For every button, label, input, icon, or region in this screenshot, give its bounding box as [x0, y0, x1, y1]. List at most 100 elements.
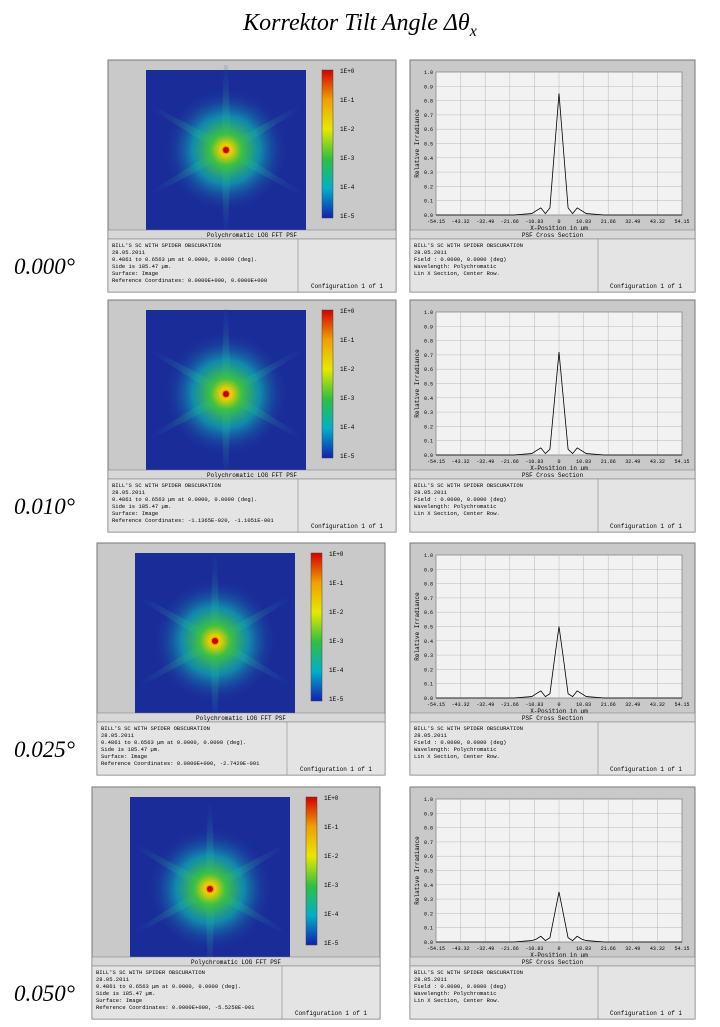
- x-tick-label: 43.32: [650, 219, 665, 225]
- x-tick-label: 10.83: [576, 946, 591, 952]
- y-tick-label: 0.8: [424, 826, 433, 832]
- colorbar-label: 1E-3: [340, 155, 355, 162]
- info-line: 28.05.2011: [414, 976, 448, 983]
- colorbar: [321, 69, 334, 219]
- psf-panel: 1E+0 1E-1 1E-2 1E-3 1E-4 1E-5 Polychromatic LO…: [107, 59, 397, 293]
- colorbar-label: 1E-2: [340, 126, 355, 133]
- x-tick-label: -43.32: [452, 702, 470, 708]
- y-tick-label: 1.0: [424, 70, 433, 76]
- info-line: Lin X Section, Center Row.: [414, 753, 500, 760]
- info-line: Field : 0.0000, 0.0000 (deg): [414, 256, 506, 263]
- y-tick-label: 0.9: [424, 324, 433, 330]
- x-tick-label: 43.32: [650, 946, 665, 952]
- colorbar-label: 1E-2: [329, 609, 344, 616]
- info-line: Side is 185.47 µm.: [112, 263, 171, 270]
- colorbar-label: 1E-1: [329, 580, 344, 587]
- x-tick-label: -54.15: [427, 702, 445, 708]
- colorbar-label: 1E-4: [340, 184, 355, 191]
- title-text: Korrektor Tilt Angle Δθ: [242, 10, 470, 36]
- x-tick-label: 0: [557, 702, 560, 708]
- info-line: BILL'S SC WITH SPIDER OBSCURATION: [112, 482, 221, 489]
- info-line: Side is 185.47 µm.: [96, 990, 155, 997]
- x-tick-label: 54.15: [674, 702, 689, 708]
- y-tick-label: 0.1: [424, 199, 433, 205]
- configuration: Configuration 1 of 1: [295, 1010, 367, 1017]
- x-tick-label: 21.66: [601, 946, 616, 952]
- info-line: BILL'S SC WITH SPIDER OBSCURATION: [414, 969, 523, 976]
- info-line: BILL'S SC WITH SPIDER OBSCURATION: [414, 242, 523, 249]
- y-tick-label: 0.6: [424, 367, 433, 373]
- y-tick-label: 0.3: [424, 410, 433, 416]
- y-tick-label: 0.7: [424, 113, 433, 119]
- info-line: Field : 0.0000, 0.0000 (deg): [414, 739, 506, 746]
- info-line: 28.05.2011: [414, 732, 448, 739]
- cross-section-panel: 0.0 0.1 0.2 0.3 0.4 0.5 0.6 0.7 0.8 0.9 1.0 -54.15 -…: [409, 299, 696, 533]
- psf-panel: 1E+0 1E-1 1E-2 1E-3 1E-4 1E-5 Polychromatic LO…: [107, 299, 397, 533]
- info-line: Reference Coordinates: 0.0000E+000, -5.5…: [96, 1004, 255, 1011]
- x-tick-label: 10.83: [576, 702, 591, 708]
- configuration: Configuration 1 of 1: [311, 523, 383, 530]
- info-line: 28.05.2011: [112, 249, 146, 256]
- x-tick-label: -54.15: [427, 946, 445, 952]
- colorbar-label: 1E+0: [340, 68, 355, 75]
- info-line: BILL'S SC WITH SPIDER OBSCURATION: [96, 969, 205, 976]
- y-tick-label: 0.8: [424, 339, 433, 345]
- info-line: Lin X Section, Center Row.: [414, 997, 500, 1004]
- y-tick-label: 0.3: [424, 170, 433, 176]
- y-axis-label: Relative Irradiance: [414, 349, 421, 418]
- info-line: 28.05.2011: [112, 489, 146, 496]
- colorbar: [310, 552, 323, 702]
- x-tick-label: 32.49: [625, 459, 640, 465]
- cross-section-panel: 0.0 0.1 0.2 0.3 0.4 0.5 0.6 0.7 0.8 0.9 1.0 -54.15 -…: [409, 59, 696, 293]
- x-tick-label: -43.32: [452, 219, 470, 225]
- colorbar-label: 1E+0: [324, 795, 339, 802]
- x-axis-label: X-Position in µm: [530, 952, 588, 959]
- colorbar-label: 1E-1: [340, 97, 355, 104]
- y-tick-label: 0.0: [424, 453, 433, 459]
- configuration: Configuration 1 of 1: [610, 1010, 682, 1017]
- y-tick-label: 0.2: [424, 424, 433, 430]
- info-line: Surface: Image: [101, 753, 147, 760]
- colorbar: [305, 796, 318, 946]
- info-line: Wavelength: Polychromatic: [414, 990, 497, 997]
- info-line: BILL'S SC WITH SPIDER OBSCURATION: [414, 725, 523, 732]
- colorbar-label: 1E-3: [329, 638, 344, 645]
- info-line: 28.05.2011: [96, 976, 130, 983]
- x-axis-label: X-Position in µm: [530, 465, 588, 472]
- configuration: Configuration 1 of 1: [311, 283, 383, 290]
- x-tick-label: -21.66: [501, 459, 519, 465]
- y-tick-label: 0.0: [424, 696, 433, 702]
- psf-core: [212, 638, 218, 644]
- info-line: 28.05.2011: [414, 489, 448, 496]
- psf-line: [436, 626, 682, 699]
- y-tick-label: 0.8: [424, 99, 433, 105]
- info-line: Field : 0.0000, 0.0000 (deg): [414, 496, 506, 503]
- y-tick-label: 0.9: [424, 567, 433, 573]
- x-tick-label: 32.49: [625, 946, 640, 952]
- info-line: Lin X Section, Center Row.: [414, 510, 500, 517]
- x-tick-label: -21.66: [501, 219, 519, 225]
- x-tick-label: 21.66: [601, 702, 616, 708]
- x-tick-label: -43.32: [452, 459, 470, 465]
- psf-core: [223, 147, 229, 153]
- y-tick-label: 0.4: [424, 883, 433, 889]
- title-subscript: x: [469, 23, 477, 40]
- x-tick-label: -10.83: [525, 219, 543, 225]
- psf-core: [207, 886, 213, 892]
- x-tick-label: -21.66: [501, 946, 519, 952]
- tilt-angle: 0.010°: [14, 494, 75, 519]
- y-tick-label: 0.1: [424, 682, 433, 688]
- y-axis-label: Relative Irradiance: [414, 592, 421, 661]
- y-tick-label: 0.3: [424, 897, 433, 903]
- x-tick-label: 0: [557, 219, 560, 225]
- info-box: [409, 478, 696, 533]
- y-tick-label: 0.3: [424, 653, 433, 659]
- x-tick-label: 21.66: [601, 219, 616, 225]
- info-box: [409, 721, 696, 776]
- y-tick-label: 0.5: [424, 382, 433, 388]
- colorbar-label: 1E-5: [340, 453, 355, 460]
- info-line: Reference Coordinates: 0.0000E+000, -2.7…: [101, 760, 260, 767]
- tilt-angle: 0.050°: [14, 981, 75, 1006]
- colorbar-label: 1E-3: [340, 395, 355, 402]
